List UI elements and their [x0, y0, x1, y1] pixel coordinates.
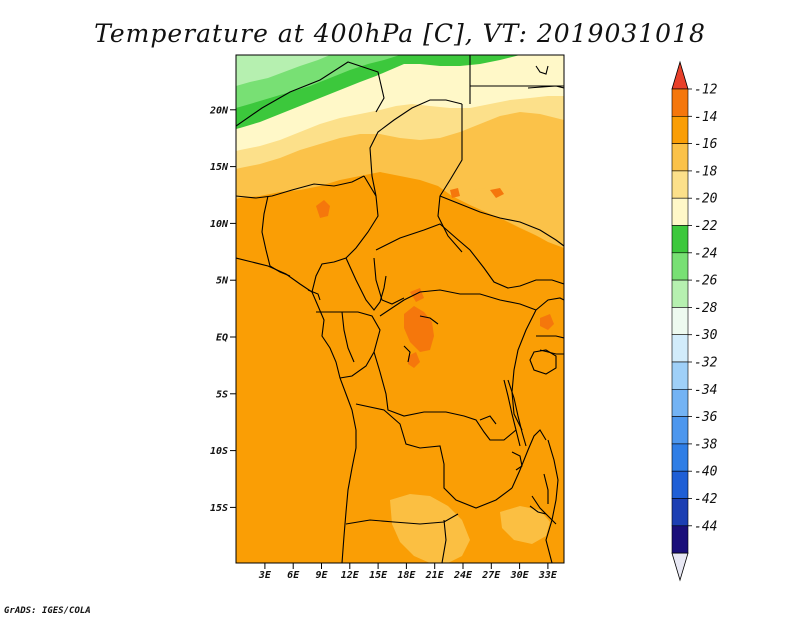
- temperature-map-panel: [236, 55, 564, 563]
- colorbar-cell: [671, 252, 689, 281]
- colorbar-label: -38: [694, 437, 718, 452]
- lat-tick-label: EQ: [216, 333, 228, 344]
- colorbar-label: -14: [694, 110, 717, 125]
- lat-tick-label: 15S: [210, 503, 228, 514]
- colorbar-label: -22: [694, 219, 718, 234]
- colorbar-cell: [671, 470, 689, 499]
- colorbar-cell: [671, 525, 689, 554]
- colorbar-label: -42: [694, 492, 718, 507]
- colorbar-label: -20: [694, 192, 718, 207]
- lon-tick-label: 15E: [369, 570, 388, 581]
- colorbar-label: -30: [694, 328, 718, 343]
- lat-tick-label: 10N: [210, 219, 229, 230]
- warm-patch-5: [490, 188, 504, 198]
- warm-patch-3: [408, 352, 420, 368]
- lon-tick-label: 3E: [258, 570, 272, 581]
- colorbar-label: -34: [694, 383, 717, 398]
- band-minus18-east: [470, 186, 564, 246]
- band-minus28: [236, 55, 330, 86]
- country-borders: [236, 55, 564, 563]
- colorbar-label: -18: [694, 164, 718, 179]
- colorbar-cell: [671, 388, 689, 417]
- colorbar-cell: [671, 143, 689, 172]
- colorbar-cell: [671, 307, 689, 335]
- colorbar-label: -40: [694, 465, 718, 480]
- lon-tick-label: 9E: [315, 570, 328, 581]
- lon-tick-label: 27E: [481, 570, 501, 581]
- colorbar-label: -26: [694, 274, 718, 289]
- map-frame: [235, 54, 565, 564]
- colorbar-label: -44: [694, 519, 717, 534]
- lon-tick-label: 33E: [538, 570, 558, 581]
- band-minus18-south-2: [500, 506, 550, 544]
- lon-tick-label: 6E: [287, 570, 300, 581]
- lat-tick-label: 5S: [216, 389, 228, 400]
- colorbar-top-arrow: [671, 60, 689, 90]
- warm-patch-4: [540, 314, 554, 330]
- colorbar-cell: [671, 197, 689, 226]
- colorbar-cell: [671, 416, 689, 445]
- latitude-axis: 20N 15N 10N 5N EQ 5S 10S 15S: [209, 105, 236, 514]
- map-title: Temperature at 400hPa [C], VT: 201903101…: [94, 19, 706, 48]
- colorbar-cell: [671, 225, 689, 254]
- colorbar-label: -28: [694, 301, 718, 316]
- colorbar-label: -16: [694, 137, 718, 152]
- colorbar-cell: [671, 116, 689, 144]
- colorbar-cell: [671, 88, 689, 117]
- lat-tick-label: 5N: [216, 276, 229, 287]
- grads-credit: GrADS: IGES/COLA: [4, 606, 91, 616]
- lon-tick-label: 21E: [425, 570, 445, 581]
- colorbar-cell: [671, 443, 689, 472]
- colorbar-label: -12: [694, 83, 718, 98]
- colorbar-bottom-arrow: [671, 552, 689, 582]
- colorbar-cell: [671, 334, 689, 363]
- colorbar: -12 -14 -16 -18 -20 -22 -24 -26 -28 -30 -32 -34 -36 -…: [671, 60, 718, 582]
- colorbar-cell: [671, 498, 689, 527]
- lon-tick-label: 30E: [510, 570, 530, 581]
- lon-tick-label: 18E: [397, 570, 416, 581]
- lat-tick-label: 15N: [210, 162, 229, 173]
- lat-tick-label: 20N: [209, 105, 229, 116]
- colorbar-cell: [671, 361, 689, 390]
- lon-tick-label: 12E: [341, 570, 360, 581]
- colorbar-label: -24: [694, 246, 717, 261]
- warm-patch-2: [316, 200, 330, 218]
- colorbar-label: -32: [694, 356, 718, 371]
- lon-tick-label: 24E: [453, 570, 473, 581]
- colorbar-cell: [671, 170, 689, 199]
- band-minus18-south: [390, 494, 470, 563]
- colorbar-cell: [671, 279, 689, 308]
- longitude-axis: 3E 6E 9E 12E 15E 18E 21E 24E 27E 30E 33E: [258, 563, 558, 581]
- lat-tick-label: 10S: [210, 446, 228, 457]
- warm-patch-7: [450, 188, 460, 198]
- colorbar-label: -36: [694, 410, 718, 425]
